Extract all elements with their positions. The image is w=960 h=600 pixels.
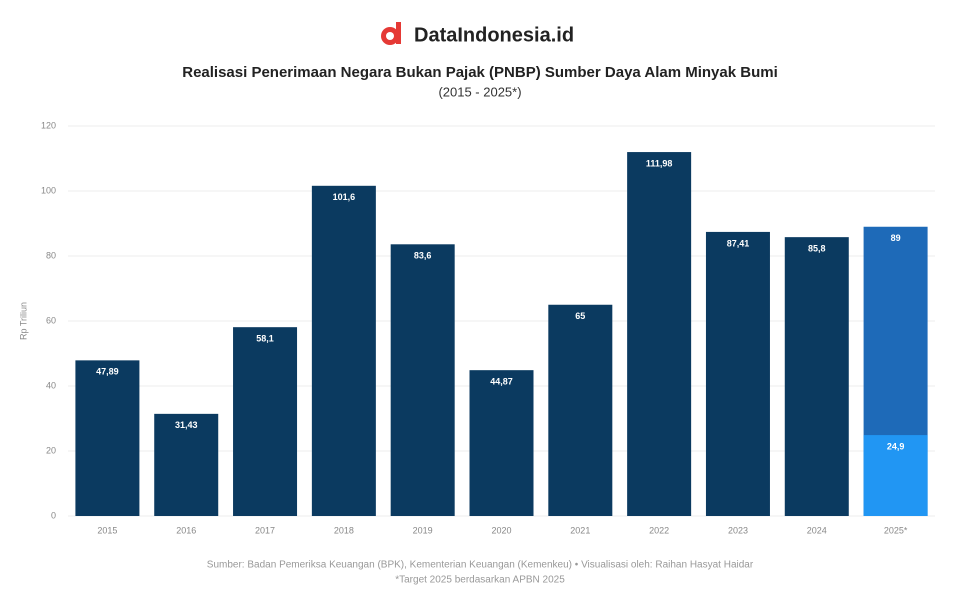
x-tick-label: 2019: [413, 525, 433, 535]
value-label: 89: [891, 233, 901, 243]
logo: [381, 22, 401, 45]
y-axis-label: Rp Triliun: [18, 302, 28, 340]
bar: [548, 304, 613, 516]
value-label: 31,43: [175, 420, 198, 430]
y-tick-label: 120: [41, 120, 56, 130]
bar: [233, 327, 298, 516]
value-label: 111,98: [646, 158, 673, 168]
bar: [154, 413, 219, 516]
x-tick-label: 2016: [176, 525, 196, 535]
bar: [705, 231, 770, 517]
chart-subtitle: (2015 - 2025*): [438, 84, 521, 99]
x-tick-label: 2025*: [884, 525, 908, 535]
source: Sumber: Badan Pemeriksa Keuangan (BPK), …: [207, 560, 754, 571]
bar: [75, 360, 140, 516]
x-tick-label: 2024: [807, 525, 827, 535]
x-tick-label: 2018: [334, 525, 354, 535]
x-tick-label: 2022: [649, 525, 669, 535]
y-tick-label: 100: [41, 185, 56, 195]
x-tick-label: 2023: [728, 525, 748, 535]
x-tick-label: 2020: [491, 525, 511, 535]
bar: [311, 185, 376, 517]
value-label: 58,1: [256, 334, 274, 344]
bar: [784, 237, 849, 516]
value-label: 47,89: [96, 367, 119, 377]
bar: [390, 244, 455, 517]
x-tick-label: 2015: [97, 525, 117, 535]
y-tick-label: 80: [46, 250, 56, 260]
value-label: 87,41: [727, 238, 750, 248]
brand: DataIndonesia.id: [414, 24, 574, 46]
bar: [469, 370, 534, 516]
y-tick-label: 60: [46, 315, 56, 325]
value-label: 24,9: [887, 441, 905, 451]
value-label: 83,6: [414, 251, 432, 261]
x-tick-label: 2017: [255, 525, 275, 535]
x-tick-label: 2021: [570, 525, 590, 535]
chart-title: Realisasi Penerimaan Negara Bukan Pajak …: [182, 64, 778, 81]
y-tick-label: 40: [46, 380, 56, 390]
y-tick-label: 0: [51, 510, 56, 520]
note: *Target 2025 berdasarkan APBN 2025: [395, 575, 565, 586]
value-label: 85,8: [808, 244, 826, 254]
y-tick-label: 20: [46, 445, 56, 455]
value-label: 44,87: [490, 377, 513, 387]
value-label: 65: [575, 311, 585, 321]
bar: [863, 435, 928, 516]
value-label: 101,6: [333, 192, 356, 202]
bar: [627, 152, 692, 516]
